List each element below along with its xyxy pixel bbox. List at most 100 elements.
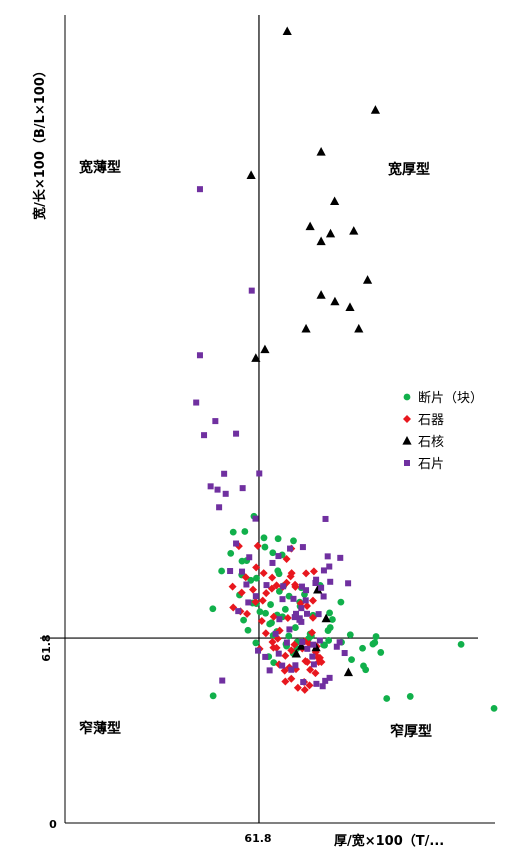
data-point-square [246,554,253,561]
data-point-diamond [308,628,317,637]
data-point-square [293,610,300,617]
data-point-circle [252,639,260,647]
data-point-square [320,567,327,574]
data-point-square [324,553,331,560]
data-point-square [298,583,305,590]
data-point-circle [383,695,391,702]
data-point-triangle [321,613,331,623]
data-point-circle [360,662,367,670]
data-point-triangle [246,170,256,180]
data-point-square [299,638,306,645]
data-point-circle [348,656,355,664]
data-marks [193,26,498,712]
data-point-diamond [306,665,315,674]
data-point-circle [290,537,297,545]
data-point-diamond [303,657,312,666]
data-point-circle [267,601,274,608]
data-point-square [304,645,311,652]
legend-label-circle: 断片（块） [418,391,483,406]
data-point-circle [209,605,217,613]
data-point-diamond [309,567,318,576]
data-point-circle [262,609,269,617]
data-point-diamond [300,685,309,694]
legend-marker-diamond [403,415,411,423]
data-point-square [303,610,310,617]
data-point-square [337,554,344,561]
data-point-square [233,540,240,547]
data-point-diamond [241,573,250,582]
data-point-diamond [311,669,320,678]
data-point-square [299,544,306,551]
data-point-diamond [252,563,261,572]
data-point-square [341,650,348,657]
data-point-circle [281,605,289,613]
data-point-circle [285,632,293,640]
data-point-diamond [249,585,258,594]
data-point-diamond [262,589,271,598]
data-point-square [326,563,333,570]
data-point-diamond [291,580,300,589]
data-point-diamond [290,640,299,649]
data-point-square [286,626,293,633]
data-point-square [319,683,326,690]
data-point-square [216,504,223,511]
data-point-square [313,680,320,687]
data-point-square [279,662,286,669]
data-point-triangle [330,296,340,306]
data-point-square [288,666,295,673]
y-axis-title: 宽/长×100（B/L×100） [32,64,48,221]
data-point-circle [325,637,333,644]
data-point-circle [372,633,380,640]
data-point-circle [490,704,498,712]
data-point-circle [244,626,252,634]
data-point-triangle [362,275,373,284]
data-point-square [276,616,283,623]
data-point-diamond [308,613,317,622]
data-point-circle [241,528,249,535]
data-point-triangle [370,105,381,114]
series-diamond [228,541,326,694]
data-point-circle [253,574,260,582]
data-point-diamond [282,555,291,564]
data-point-square [221,470,228,477]
data-point-square [196,352,203,359]
x-axis-title: 厚/宽×100（T/... [334,833,444,849]
legend-marker-triangle [402,436,412,445]
quadrant-label-top-left: 宽薄型 [79,159,121,176]
data-point-square [322,515,329,522]
data-point-square [296,616,303,623]
data-point-square [275,553,282,560]
data-point-square [326,674,333,681]
data-point-triangle [313,584,323,594]
data-point-square [252,515,259,522]
data-point-square [219,677,226,684]
data-point-diamond [268,573,277,582]
data-point-diamond [302,569,311,578]
data-point-square [327,578,334,585]
data-point-circle [346,631,354,639]
data-point-triangle [301,323,311,333]
data-point-diamond [251,597,260,606]
data-point-diamond [261,629,270,638]
data-point-square [207,483,214,490]
data-point-circle [275,587,283,595]
data-point-square [316,637,323,644]
data-point-diamond [253,541,262,550]
data-point-square [287,545,294,552]
data-point-square [214,486,221,493]
data-point-circle [275,570,283,578]
data-point-square [312,579,319,586]
data-point-diamond [259,569,268,578]
data-point-square [322,677,329,684]
data-point-circle [227,549,235,557]
data-point-square [239,485,246,492]
data-point-square [310,641,317,648]
data-point-square [313,576,320,583]
data-point-triangle [349,226,359,235]
data-point-square [245,599,252,606]
data-point-square [309,653,316,660]
data-point-square [290,595,297,602]
data-point-square [315,611,322,618]
